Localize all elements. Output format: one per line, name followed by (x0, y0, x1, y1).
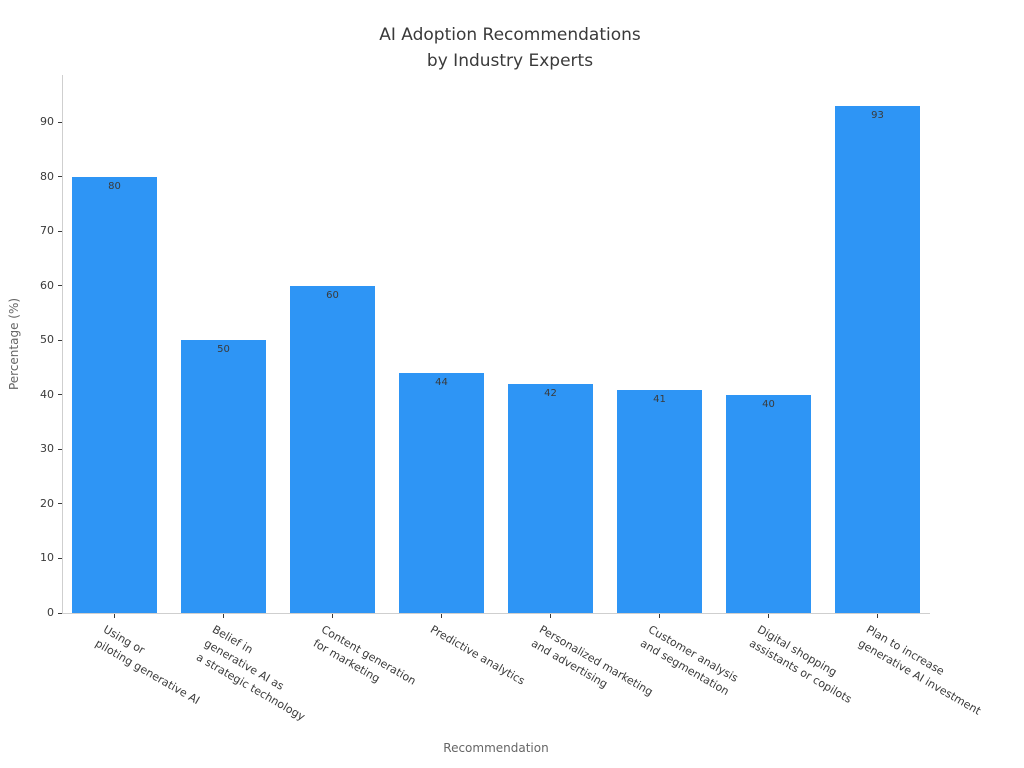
y-axis-label: Percentage (%) (7, 297, 21, 391)
y-tick-label: 30 (40, 442, 54, 456)
bar-value-label: 93 (871, 110, 884, 122)
x-tick-label: Personalized marketing and advertising (528, 622, 655, 699)
x-tick-label: Plan to increase generative AI investmen… (855, 622, 983, 718)
y-tick-label: 70 (40, 224, 54, 238)
y-tick (58, 557, 62, 559)
y-tick (58, 285, 62, 287)
bar-value-label: 80 (108, 180, 121, 192)
y-tick-label: 40 (40, 387, 54, 401)
bar-value-label: 41 (653, 393, 666, 405)
bar-value-label: 44 (435, 377, 448, 389)
x-tick-label: Belief in generative AI as a strategic t… (193, 622, 307, 724)
y-tick (58, 176, 62, 178)
y-tick (58, 503, 62, 505)
x-axis-spine (62, 613, 930, 614)
bar (290, 285, 375, 613)
x-tick (877, 614, 878, 618)
y-axis-spine (62, 75, 63, 613)
x-tick (223, 614, 224, 618)
bar (617, 389, 702, 613)
y-tick-label: 80 (40, 169, 54, 183)
bar-value-label: 50 (217, 344, 230, 356)
y-tick (58, 230, 62, 232)
bar-value-label: 42 (544, 388, 557, 400)
y-tick-label: 90 (40, 115, 54, 129)
y-tick (58, 121, 62, 123)
bar-value-label: 60 (326, 289, 339, 301)
bar (181, 340, 266, 613)
x-tick-label: Using or piloting generative AI (92, 622, 202, 708)
x-tick-label: Content generation for marketing (310, 622, 418, 688)
y-tick-label: 60 (40, 278, 54, 292)
y-tick-label: 20 (40, 496, 54, 510)
x-tick-label: Digital shopping assistants or copilots (746, 622, 854, 706)
x-tick (114, 614, 115, 618)
bar (72, 176, 157, 613)
y-tick (58, 448, 62, 450)
y-tick (58, 339, 62, 341)
y-tick-label: 50 (40, 333, 54, 347)
x-tick (659, 614, 660, 618)
x-axis-label: Recommendation (443, 741, 549, 755)
bar (835, 106, 920, 613)
y-tick-label: 10 (40, 551, 54, 565)
x-tick (332, 614, 333, 618)
bar-value-label: 40 (762, 398, 775, 410)
y-tick (58, 394, 62, 396)
bar (726, 394, 811, 613)
y-tick-label: 0 (47, 606, 54, 619)
x-tick (768, 614, 769, 618)
x-tick (441, 614, 442, 618)
x-tick-label: Predictive analytics (427, 622, 527, 688)
x-tick (550, 614, 551, 618)
y-tick (58, 612, 62, 614)
bar (399, 373, 484, 613)
bar (508, 384, 593, 613)
chart-title: AI Adoption Recommendations by Industry … (379, 25, 641, 71)
